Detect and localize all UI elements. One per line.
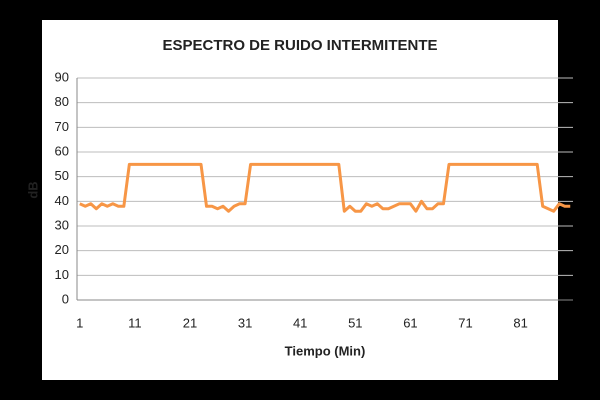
y-tick-label: 90: [55, 69, 69, 84]
x-tick-label: 41: [293, 315, 307, 330]
y-tick-label: 10: [55, 267, 69, 282]
y-axis-label: dB: [25, 181, 40, 198]
y-tick-label: 80: [55, 94, 69, 109]
data-line: [79, 162, 571, 213]
chart-area: [42, 20, 558, 380]
x-tick-label: 81: [513, 315, 527, 330]
y-tick-label: 20: [55, 242, 69, 257]
y-tick-label: 60: [55, 143, 69, 158]
x-tick-label: 11: [128, 315, 142, 330]
y-tick-label: 0: [62, 291, 69, 306]
x-tick-label: 51: [348, 315, 362, 330]
x-tick-label: 61: [403, 315, 417, 330]
x-tick-label: 1: [76, 315, 83, 330]
chart-title: ESPECTRO DE RUIDO INTERMITENTE: [162, 37, 437, 54]
x-axis-label: Tiempo (Min): [285, 343, 366, 358]
x-tick-label: 71: [458, 315, 472, 330]
y-tick-label: 50: [55, 168, 69, 183]
x-tick-label: 31: [238, 315, 252, 330]
x-tick-label: 21: [183, 315, 197, 330]
y-tick-label: 30: [55, 217, 69, 232]
y-tick-label: 40: [55, 193, 69, 208]
y-tick-label: 70: [55, 119, 69, 134]
